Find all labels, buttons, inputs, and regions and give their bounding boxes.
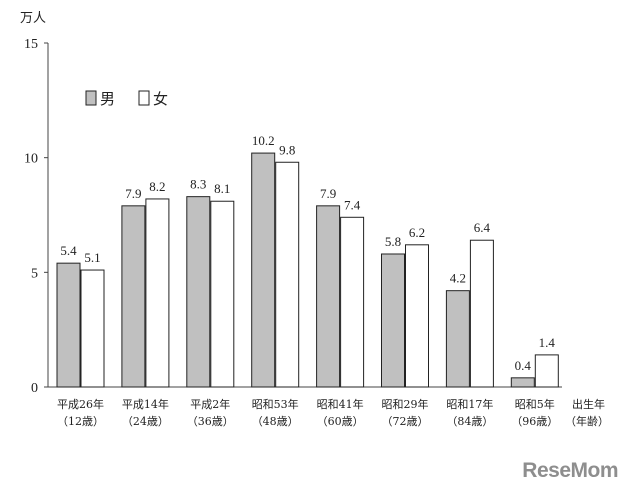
bar-male (251, 152, 276, 388)
bar-male (510, 377, 535, 388)
data-label: 9.8 (279, 142, 295, 157)
data-label: 5.4 (60, 243, 77, 258)
category-label-year: 昭和29年 (382, 397, 429, 411)
category-label-age: （12歳） (57, 415, 104, 428)
x-axis-title-line1: 出生年 (572, 397, 605, 411)
watermark-logo: ReseMom (522, 459, 618, 482)
x-axis-title-line2: （年齢） (565, 414, 609, 428)
bar-male (316, 205, 341, 388)
y-axis-ticks: 0 5 10 15 (24, 37, 48, 396)
data-label: 4.2 (450, 271, 466, 286)
bar-female (340, 216, 365, 388)
legend-label: 男 (100, 90, 115, 108)
y-tick-label: 0 (31, 381, 38, 396)
y-tick-label: 5 (31, 266, 38, 281)
data-label: 0.4 (515, 358, 532, 373)
category-label-age: （48歳） (252, 415, 299, 428)
legend-swatch-male (85, 90, 97, 106)
bar-female (469, 239, 494, 388)
bar-male (56, 262, 81, 388)
data-label: 8.1 (214, 181, 230, 196)
bar-female (275, 161, 300, 388)
bar-female (405, 244, 429, 388)
data-label: 7.9 (320, 186, 336, 201)
data-label: 7.9 (125, 186, 141, 201)
bar-male (445, 290, 470, 388)
category-label-age: （96歳） (511, 415, 558, 428)
category-label-age: （72歳） (382, 415, 429, 428)
bar-female (145, 198, 170, 388)
bar-male (121, 205, 146, 388)
data-label: 5.8 (385, 234, 401, 249)
legend-swatch-female (138, 90, 150, 106)
category-label-year: 昭和17年 (446, 397, 493, 411)
category-label-age: （84歳） (446, 415, 493, 428)
category-labels-group: 平成26年 （12歳） 平成14年 （24歳） 平成2年 （36歳） 昭和53年 （48歳） 昭… (57, 397, 558, 428)
category-label-year: 昭和53年 (252, 397, 299, 411)
category-label-year: 平成14年 (122, 397, 169, 411)
y-axis-unit-label: 万人 (20, 11, 46, 26)
category-label-year: 昭和5年 (515, 397, 555, 411)
bar-female (534, 354, 559, 388)
y-tick-label: 15 (24, 37, 38, 52)
bars-group (56, 152, 559, 388)
bar-male (186, 196, 211, 388)
y-tick-label: 10 (24, 152, 38, 167)
data-label: 6.4 (474, 220, 491, 235)
category-label-age: （60歳） (317, 415, 364, 428)
bar-male (381, 253, 405, 388)
category-label-year: 昭和41年 (317, 397, 364, 411)
category-label-age: （24歳） (122, 415, 169, 428)
category-label-age: （36歳） (187, 415, 234, 428)
data-label: 1.4 (539, 335, 556, 350)
category-label-year: 平成2年 (190, 397, 230, 411)
data-label: 7.4 (344, 197, 361, 212)
legend-label: 女 (153, 90, 168, 108)
bar-female (210, 200, 235, 388)
data-labels-group: 5.4 5.1 7.9 8.2 8.3 8.1 10.2 9.8 7.9 7.4 5.8 6.2 4.2… (60, 133, 555, 373)
bar-female (80, 269, 105, 388)
data-label: 5.1 (84, 250, 100, 265)
category-label-year: 平成26年 (57, 397, 104, 411)
data-label: 8.2 (149, 179, 165, 194)
legend: 男女 (85, 90, 168, 108)
data-label: 8.3 (190, 177, 206, 192)
data-label: 6.2 (409, 225, 425, 240)
data-label: 10.2 (252, 133, 275, 148)
